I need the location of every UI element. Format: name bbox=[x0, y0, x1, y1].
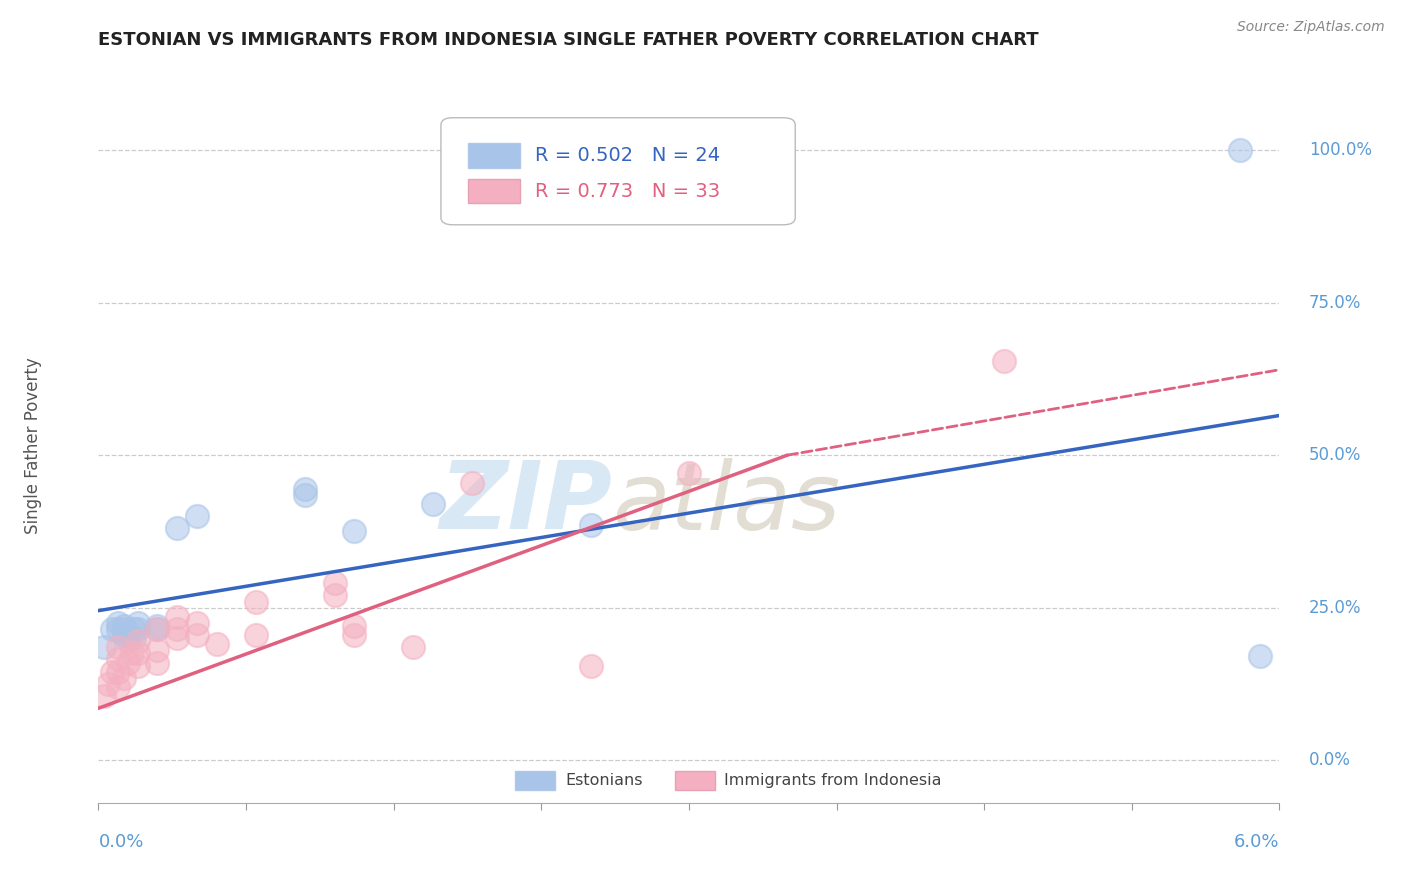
Point bbox=[166, 521, 188, 535]
Point bbox=[107, 640, 129, 655]
Text: 0.0%: 0.0% bbox=[1309, 751, 1351, 769]
Text: Immigrants from Indonesia: Immigrants from Indonesia bbox=[724, 773, 942, 789]
Point bbox=[186, 509, 208, 524]
Text: Estonians: Estonians bbox=[565, 773, 643, 789]
Text: 75.0%: 75.0% bbox=[1309, 293, 1361, 311]
Text: ZIP: ZIP bbox=[439, 457, 612, 549]
Point bbox=[127, 622, 149, 636]
Point bbox=[107, 622, 129, 636]
Point bbox=[323, 589, 346, 603]
Point bbox=[97, 677, 120, 691]
Point bbox=[112, 628, 135, 642]
Point bbox=[107, 680, 129, 694]
Point bbox=[146, 643, 169, 657]
FancyBboxPatch shape bbox=[441, 118, 796, 225]
Point bbox=[121, 646, 143, 660]
Point bbox=[122, 622, 145, 636]
Text: Single Father Poverty: Single Father Poverty bbox=[24, 358, 42, 534]
Point bbox=[245, 628, 267, 642]
Point bbox=[166, 622, 188, 636]
Text: 50.0%: 50.0% bbox=[1309, 446, 1361, 464]
FancyBboxPatch shape bbox=[516, 772, 555, 790]
Text: 6.0%: 6.0% bbox=[1234, 833, 1279, 851]
Point bbox=[93, 689, 115, 703]
Point bbox=[107, 615, 129, 630]
Point bbox=[422, 497, 444, 511]
Point bbox=[1249, 649, 1271, 664]
Point bbox=[127, 634, 149, 648]
Point bbox=[579, 518, 602, 533]
Text: R = 0.502   N = 24: R = 0.502 N = 24 bbox=[536, 146, 720, 165]
Point bbox=[323, 576, 346, 591]
Point bbox=[146, 622, 169, 636]
Point bbox=[117, 628, 139, 642]
FancyBboxPatch shape bbox=[675, 772, 714, 790]
Point bbox=[186, 628, 208, 642]
Point bbox=[122, 631, 145, 645]
Point bbox=[117, 656, 139, 670]
Point bbox=[146, 656, 169, 670]
Point bbox=[294, 488, 316, 502]
Point bbox=[294, 482, 316, 496]
Point bbox=[107, 665, 129, 679]
Text: atlas: atlas bbox=[612, 458, 841, 549]
Point bbox=[93, 640, 115, 655]
Text: 100.0%: 100.0% bbox=[1309, 141, 1372, 159]
Point bbox=[343, 619, 366, 633]
FancyBboxPatch shape bbox=[468, 179, 520, 203]
Point bbox=[107, 652, 129, 666]
Text: Source: ZipAtlas.com: Source: ZipAtlas.com bbox=[1237, 20, 1385, 34]
Point bbox=[205, 637, 228, 651]
Text: ESTONIAN VS IMMIGRANTS FROM INDONESIA SINGLE FATHER POVERTY CORRELATION CHART: ESTONIAN VS IMMIGRANTS FROM INDONESIA SI… bbox=[98, 31, 1039, 49]
Text: R = 0.773   N = 33: R = 0.773 N = 33 bbox=[536, 182, 720, 201]
Point bbox=[112, 619, 135, 633]
Point bbox=[127, 646, 149, 660]
Point bbox=[245, 594, 267, 608]
Point bbox=[166, 609, 188, 624]
Point bbox=[461, 475, 484, 490]
Point bbox=[343, 524, 366, 539]
Point bbox=[166, 631, 188, 645]
Point bbox=[402, 640, 425, 655]
Point bbox=[101, 622, 124, 636]
Point bbox=[579, 658, 602, 673]
Point bbox=[678, 467, 700, 481]
Point bbox=[146, 619, 169, 633]
Point bbox=[127, 615, 149, 630]
Point bbox=[127, 658, 149, 673]
Point bbox=[993, 353, 1015, 368]
FancyBboxPatch shape bbox=[468, 144, 520, 168]
Point bbox=[186, 615, 208, 630]
Point bbox=[101, 665, 124, 679]
Text: 0.0%: 0.0% bbox=[98, 833, 143, 851]
Point bbox=[146, 622, 169, 636]
Point bbox=[117, 634, 139, 648]
Point bbox=[1229, 143, 1251, 157]
Point bbox=[343, 628, 366, 642]
Point bbox=[112, 622, 135, 636]
Text: 25.0%: 25.0% bbox=[1309, 599, 1361, 616]
Point bbox=[112, 671, 135, 685]
